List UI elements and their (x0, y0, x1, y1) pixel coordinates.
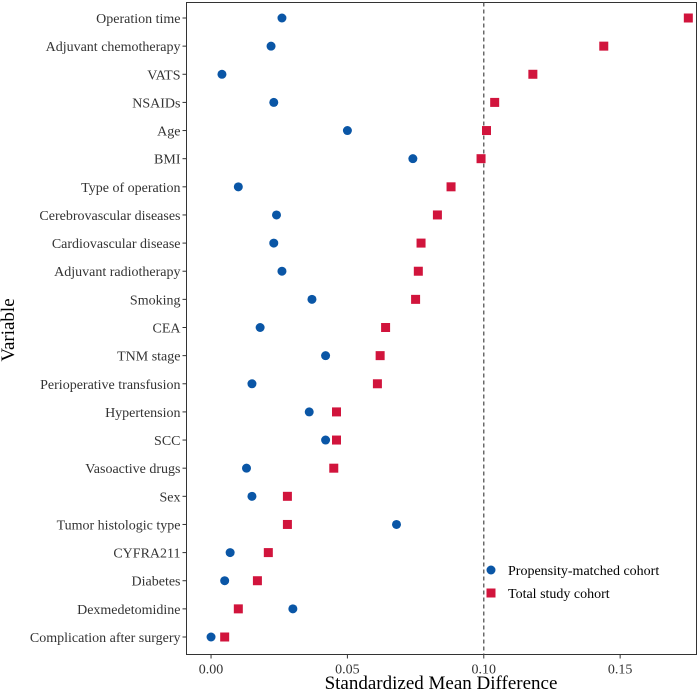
point-total-study (482, 126, 491, 136)
point-propensity-matched (288, 604, 298, 614)
point-total-study (432, 210, 442, 220)
y-tick-label: Adjuvant chemotherapy (46, 40, 181, 55)
point-total-study (599, 41, 609, 51)
point-total-study (332, 407, 341, 417)
y-tick-label: Smoking (130, 293, 181, 308)
y-tick-label: Sex (160, 490, 181, 505)
legend: Propensity-matched cohort Total study co… (486, 564, 659, 602)
y-tick-label: Diabetes (132, 575, 181, 590)
plot-panel (186, 2, 697, 655)
y-tick-label: CEA (153, 322, 182, 337)
y-tick-label: Adjuvant radiotherapy (54, 265, 180, 280)
y-tick-label: Hypertension (105, 406, 180, 421)
point-total-study (282, 491, 292, 501)
point-total-study (446, 182, 456, 192)
point-propensity-matched (269, 97, 279, 107)
y-tick-label: CYFRA211 (113, 547, 180, 562)
point-total-study (233, 604, 243, 614)
point-total-study (282, 519, 292, 529)
y-tick-label: Age (157, 125, 180, 140)
y-tick-label: TNM stage (117, 350, 180, 365)
legend-label-propensity-matched: Propensity-matched cohort (508, 564, 659, 579)
legend-label-total-study: Total study cohort (508, 587, 610, 602)
point-total-study (375, 351, 385, 361)
x-tick-label: 0.00 (199, 663, 224, 678)
y-tick-label: Cerebrovascular diseases (39, 209, 180, 224)
point-propensity-matched (272, 210, 281, 220)
y-tick-label: Operation time (96, 12, 180, 27)
x-tick-label: 0.05 (335, 663, 360, 678)
y-tick-label: Cardiovascular disease (52, 237, 181, 252)
point-propensity-matched (242, 463, 251, 473)
point-propensity-matched (247, 491, 257, 501)
point-propensity-matched (392, 519, 401, 529)
y-tick-label: Tumor histologic type (57, 518, 181, 533)
point-total-study (381, 323, 391, 332)
y-tick-label: Perioperative transfusion (40, 378, 180, 393)
point-propensity-matched (266, 41, 276, 51)
point-propensity-matched (408, 154, 418, 164)
point-total-study (252, 576, 262, 586)
point-total-study (220, 632, 230, 642)
legend-marker-total-study (486, 588, 496, 598)
point-total-study (683, 13, 693, 23)
point-total-study (332, 435, 341, 445)
y-tick-label: SCC (154, 434, 180, 449)
x-axis: 0.00 0.05 0.10 0.15 (199, 654, 633, 678)
point-propensity-matched (269, 238, 279, 248)
y-tick-label: Vasoactive drugs (85, 462, 180, 477)
point-total-study (416, 238, 426, 248)
point-total-study (490, 97, 500, 107)
point-propensity-matched (307, 294, 317, 304)
point-propensity-matched (304, 407, 314, 417)
y-tick-label: VATS (147, 68, 180, 83)
point-total-study (329, 463, 339, 473)
point-total-study (413, 266, 423, 276)
legend-marker-propensity-matched (486, 565, 496, 575)
point-propensity-matched (255, 323, 265, 332)
series-propensity-matched (206, 13, 418, 642)
x-axis-title: Standardized Mean Difference (325, 673, 558, 694)
point-propensity-matched (233, 182, 243, 192)
point-total-study (476, 154, 486, 164)
point-propensity-matched (206, 632, 216, 642)
y-tick-label: Dexmedetomidine (77, 603, 180, 618)
point-total-study (263, 548, 273, 558)
y-tick-label: Complication after surgery (30, 631, 181, 646)
point-propensity-matched (220, 576, 230, 586)
point-propensity-matched (342, 126, 352, 136)
point-total-study (372, 379, 382, 389)
data-points (206, 13, 693, 642)
point-propensity-matched (321, 435, 331, 445)
point-propensity-matched (321, 351, 331, 361)
point-total-study (528, 69, 538, 79)
y-axis-title: Variable (0, 298, 19, 361)
point-propensity-matched (247, 379, 257, 389)
y-tick-label: BMI (154, 153, 181, 168)
x-tick-label: 0.15 (608, 663, 633, 678)
series-total-study (220, 13, 693, 642)
point-propensity-matched (277, 266, 287, 276)
y-tick-label: NSAIDs (132, 96, 180, 111)
y-tick-label: Type of operation (81, 181, 180, 196)
point-total-study (411, 294, 421, 304)
point-propensity-matched (217, 69, 227, 79)
y-axis: Operation time Adjuvant chemotherapy VATS N… (30, 12, 187, 646)
point-propensity-matched (277, 13, 287, 23)
point-propensity-matched (225, 548, 235, 558)
x-tick-label: 0.10 (472, 663, 497, 678)
